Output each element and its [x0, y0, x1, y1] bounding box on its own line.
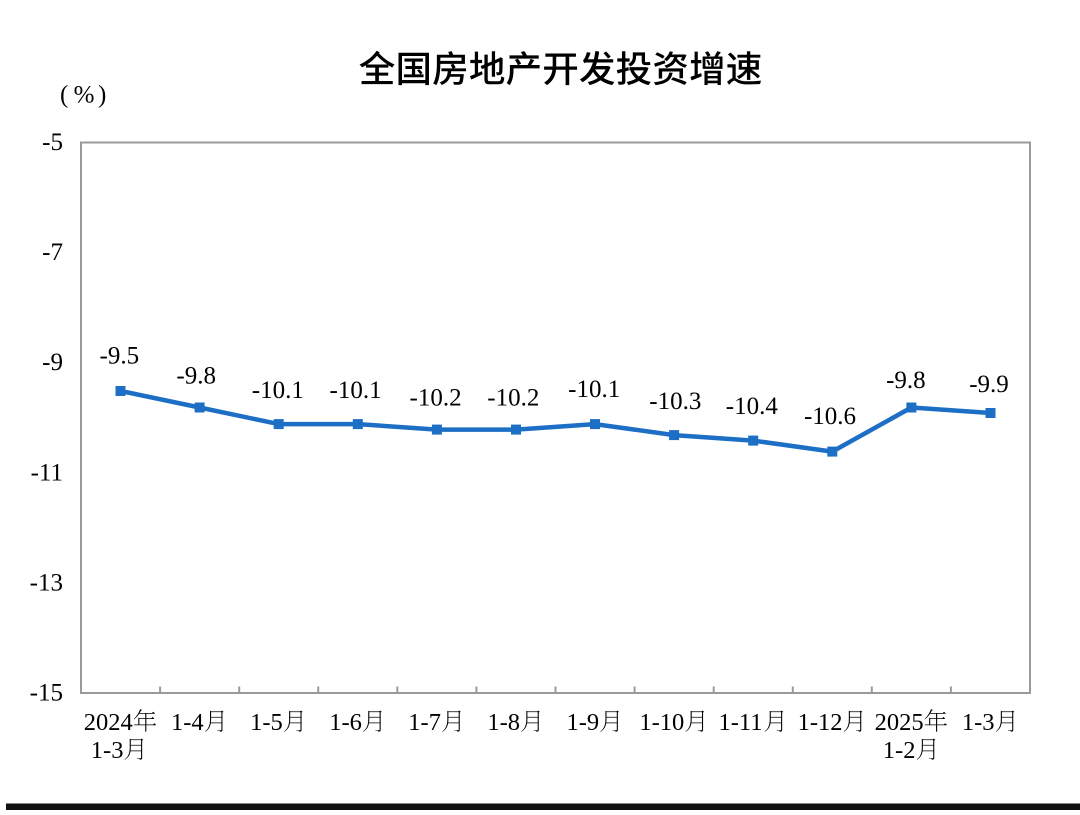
svg-text:-10.2: -10.2	[487, 384, 539, 411]
svg-text:1-9: 1-9	[567, 709, 600, 736]
svg-text:1-10: 1-10	[639, 709, 684, 736]
svg-text:-9.9: -9.9	[969, 371, 1009, 398]
svg-text:-9.5: -9.5	[100, 343, 140, 370]
svg-text:1-3: 1-3	[91, 737, 124, 764]
svg-text:-9.8: -9.8	[886, 367, 926, 394]
svg-text:-5: -5	[42, 129, 63, 156]
svg-text:1-5: 1-5	[250, 709, 283, 736]
svg-text:1-2: 1-2	[883, 737, 916, 764]
svg-text:-10.4: -10.4	[726, 393, 779, 420]
svg-text:1-6: 1-6	[329, 709, 362, 736]
svg-text:-13: -13	[30, 569, 63, 596]
svg-text:%: %	[74, 82, 95, 109]
svg-text:(: (	[60, 82, 68, 109]
svg-text:-11: -11	[31, 459, 63, 486]
svg-text:-9.8: -9.8	[176, 363, 216, 390]
svg-text:1-11: 1-11	[719, 709, 763, 736]
svg-text:-10.6: -10.6	[804, 403, 856, 430]
svg-text:1-4: 1-4	[171, 709, 204, 736]
svg-text:-10.1: -10.1	[330, 377, 382, 404]
svg-text:1-12: 1-12	[798, 709, 843, 736]
svg-text:): )	[98, 82, 106, 109]
svg-text:-10.1: -10.1	[252, 377, 304, 404]
svg-text:-7: -7	[42, 239, 63, 266]
svg-text:-10.3: -10.3	[649, 388, 701, 415]
svg-text:-10.2: -10.2	[410, 384, 462, 411]
svg-text:2025: 2025	[875, 709, 924, 736]
svg-text:2024: 2024	[84, 709, 133, 736]
svg-text:-10.1: -10.1	[568, 376, 620, 403]
svg-text:1-3: 1-3	[962, 709, 995, 736]
svg-text:1-8: 1-8	[487, 709, 520, 736]
svg-text:-9: -9	[42, 349, 63, 376]
svg-text:-15: -15	[30, 680, 63, 707]
svg-text:1-7: 1-7	[408, 709, 441, 736]
